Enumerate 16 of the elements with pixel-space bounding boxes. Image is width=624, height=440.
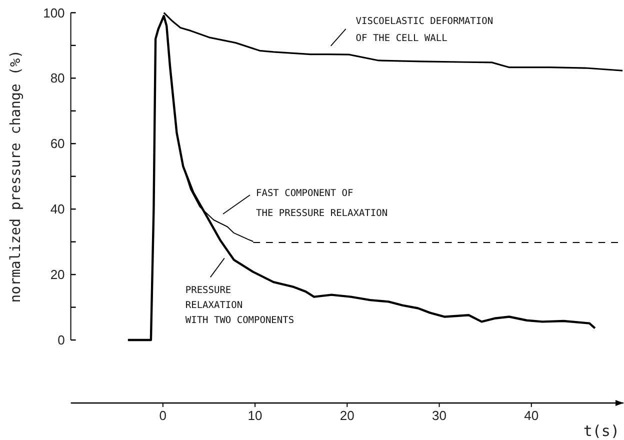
x-tick-label: 40 bbox=[524, 408, 539, 423]
x-axis-title: t(s) bbox=[583, 422, 620, 440]
annotation: VISCOELASTIC DEFORMATION OF THE CELL WALL bbox=[356, 16, 494, 44]
annotation: FAST COMPONENT OF THE PRESSURE RELAXATION bbox=[256, 188, 388, 219]
y-axis-title: normalized pressure change (%) bbox=[8, 50, 24, 303]
y-tick-label: 80 bbox=[50, 70, 65, 86]
x-tick-label: 10 bbox=[248, 408, 262, 423]
y-tick-label: 40 bbox=[50, 202, 65, 217]
annotation: PRESSURE RELAXATION WITH TWO COMPONENTS bbox=[185, 285, 294, 326]
y-tick-label: 0 bbox=[58, 332, 65, 348]
x-tick-label: 0 bbox=[159, 408, 167, 423]
y-tick-label: 100 bbox=[43, 5, 65, 20]
x-tick-label: 30 bbox=[432, 408, 446, 423]
y-tick-label: 60 bbox=[50, 136, 65, 152]
x-tick-label: 20 bbox=[340, 408, 354, 423]
y-tick-label: 20 bbox=[50, 267, 65, 282]
